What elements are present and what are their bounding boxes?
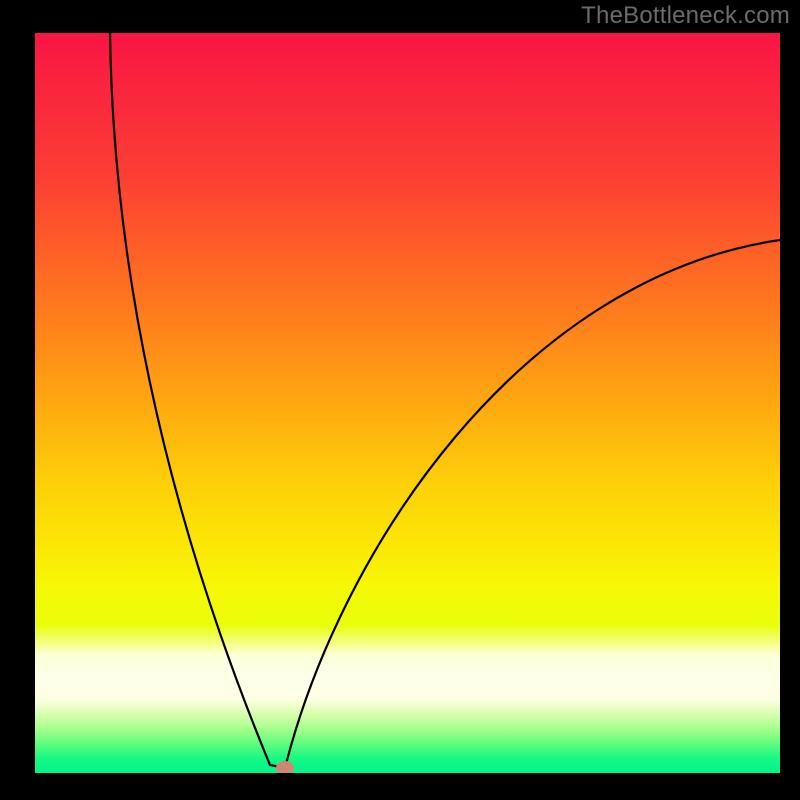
watermark-text: TheBottleneck.com xyxy=(581,2,790,30)
optimal-point-marker xyxy=(276,761,294,775)
gradient-background xyxy=(35,33,780,773)
chart-container: TheBottleneck.com xyxy=(0,0,800,800)
bottleneck-chart xyxy=(0,0,800,800)
